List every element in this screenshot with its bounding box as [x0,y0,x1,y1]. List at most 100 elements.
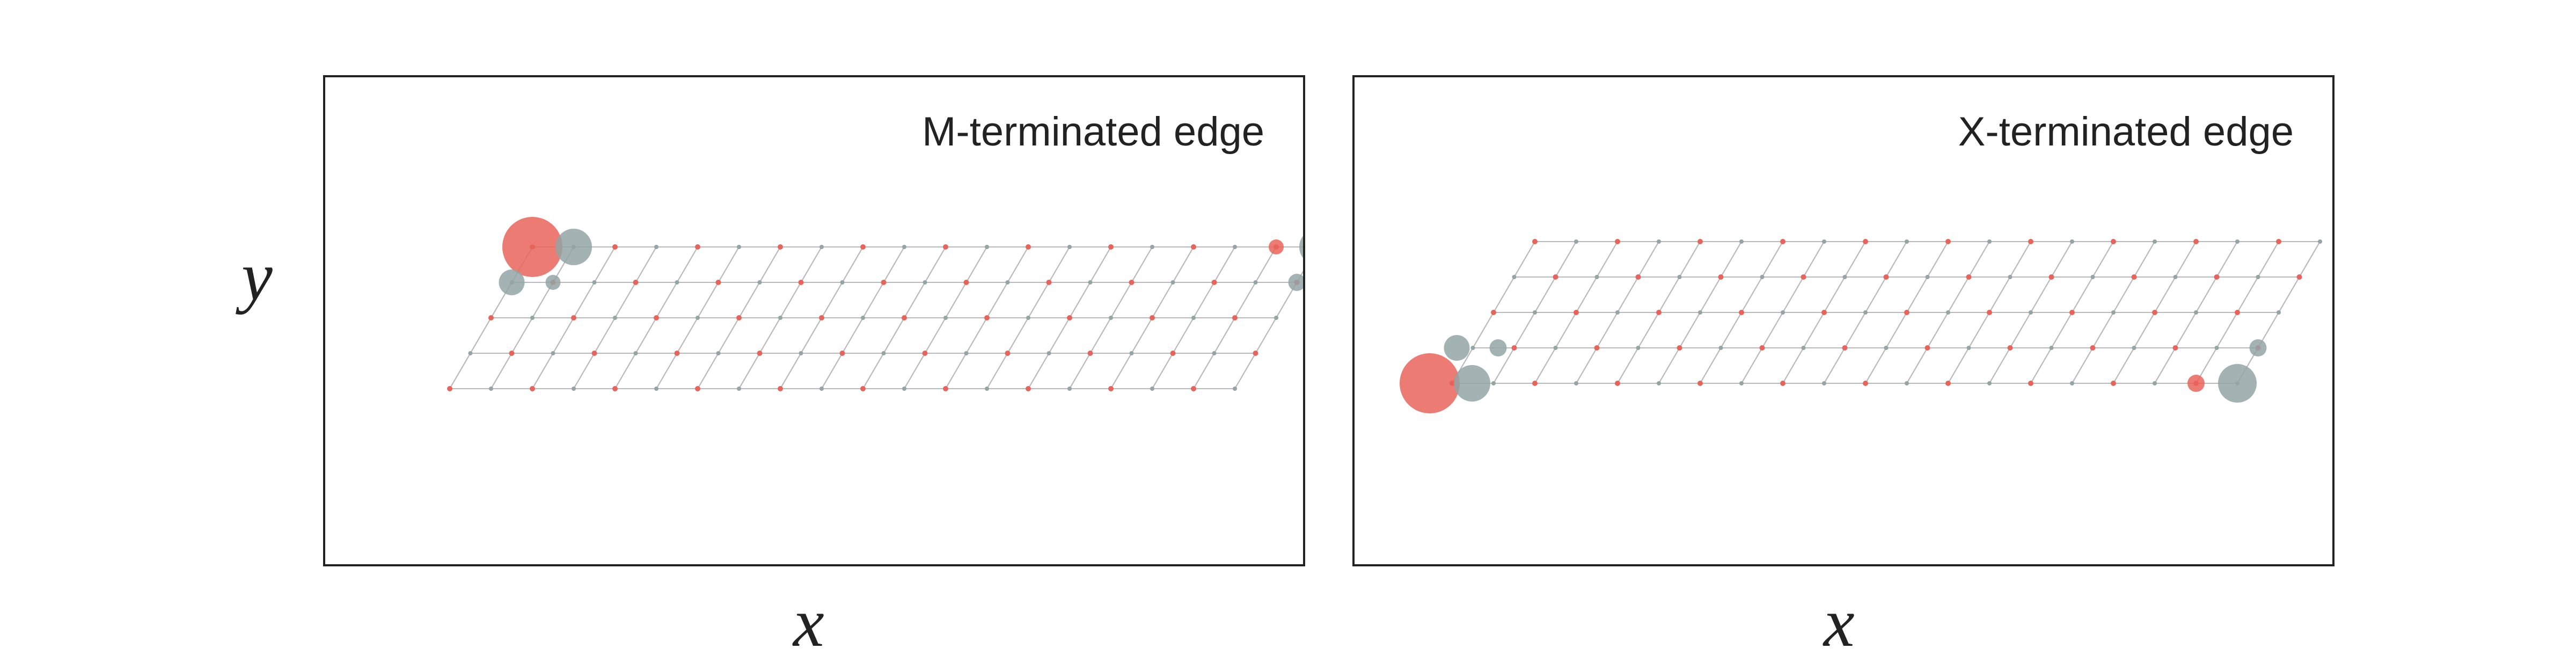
chalcogen-atom [1533,310,1537,315]
metal-atom [447,386,452,391]
bond-line [1028,353,1050,389]
edge-state-metal-atom [1269,239,1284,254]
metal-atom [2090,345,2096,351]
metal-atom [1924,345,1930,351]
chalcogen-atom [2194,310,2198,315]
chalcogen-atom [1512,275,1517,279]
chalcogen-atom [819,387,824,391]
bond-line [491,353,513,389]
bond-line [1007,246,1029,283]
metal-atom [1150,315,1155,320]
bond-line [1028,282,1050,318]
panel-title-m: M-terminated edge [922,109,1264,155]
chalcogen-atom [551,351,555,355]
chalcogen-atom [1574,239,1578,244]
chalcogen-atom [613,316,617,320]
chalcogen-atom [902,245,906,249]
bond-line [1152,353,1174,389]
metal-atom [902,315,907,320]
metal-atom [2296,274,2302,280]
bond-line [2030,276,2052,313]
chalcogen-atom [2049,346,2054,350]
panel-x-terminated: X-terminated edge [1352,75,2334,566]
bond-line [1700,276,1722,313]
metal-atom [2111,239,2116,244]
metal-atom [1026,244,1031,250]
metal-atom [1987,310,1992,315]
bond-line [635,317,657,354]
chalcogen-atom [2029,310,2033,315]
bond-line [1472,312,1494,348]
bond-line [614,282,636,318]
edge-state-chalcogen-atom [2218,364,2257,403]
bond-line [697,282,719,318]
chalcogen-atom [1946,310,1950,315]
bond-line [511,317,533,354]
metal-atom [1532,239,1538,244]
bond-line [1069,353,1091,389]
chalcogen-atom [840,280,845,285]
bond-line [656,282,678,318]
y-axis-label: y [241,238,273,315]
chalcogen-atom [2277,310,2281,315]
bond-line [1193,353,1215,389]
metal-atom [757,351,763,356]
metal-atom [1232,315,1238,320]
bond-line [1989,347,2011,384]
metal-atom [839,351,845,356]
bond-line [718,317,740,354]
chalcogen-atom [2235,239,2240,244]
chalcogen-atom [2070,381,2074,385]
chalcogen-atom [1863,310,1868,315]
bond-line [1885,241,1907,278]
chalcogen-atom [1233,245,1237,249]
bond-line [2175,312,2197,348]
chalcogen-atom [696,316,700,320]
bond-line [2092,312,2114,348]
metal-atom [1532,381,1538,386]
chalcogen-atom [799,351,803,355]
metal-atom [860,244,866,250]
bonds [1452,241,2321,384]
chalcogen-atom [1470,346,1475,350]
metal-atom [2214,274,2220,280]
bond-line [1865,276,1887,313]
bond-line [1596,241,1618,278]
chalcogen-atom [1109,316,1113,320]
chalcogen-atom [1966,346,1971,350]
chalcogen-atom [861,316,865,320]
bond-line [594,246,616,283]
chalcogen-atom [881,351,886,355]
chalcogen-atom [1150,245,1154,249]
chalcogen-atom [964,351,969,355]
chalcogen-atom [1739,239,1744,244]
bond-line [594,317,616,354]
bond-line [841,246,863,283]
chalcogen-atom [468,351,473,355]
chalcogen-atom [1739,381,1744,385]
metal-atom [778,244,783,250]
bond-line [986,282,1008,318]
metal-atom [1697,239,1703,244]
bond-line [1513,241,1535,278]
bond-line [2113,347,2135,384]
metal-atom [633,280,639,285]
bond-line [1048,317,1070,354]
bond-line [800,246,822,283]
chalcogen-atom [716,351,721,355]
chalcogen-atom [1718,346,1723,350]
bond-line [1172,246,1194,283]
metal-atom [695,244,700,250]
bond-line [1741,276,1763,313]
metal-atom [2276,239,2281,244]
edge-state-chalcogen-atom [1454,365,1490,402]
chalcogen-atom [1150,387,1154,391]
metal-atom [1046,280,1052,285]
bond-line [738,282,760,318]
bond-line [1968,241,1990,278]
metal-atom [1615,239,1620,244]
bond-line [1782,276,1804,313]
bond-line [1968,312,1990,348]
metal-atom [1904,310,1909,315]
metal-atom [1677,345,1682,351]
